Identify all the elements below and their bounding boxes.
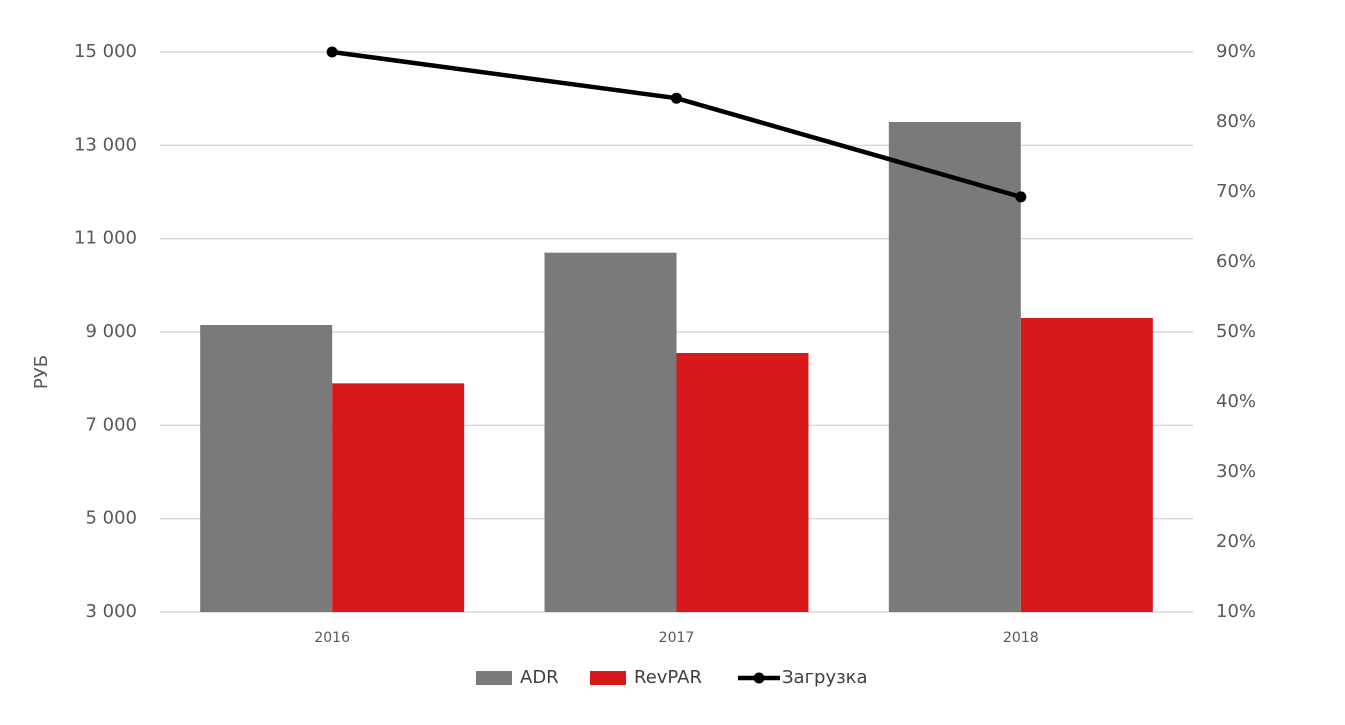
bar bbox=[200, 325, 333, 612]
y-axis-label: РУБ bbox=[31, 355, 52, 389]
bar bbox=[332, 383, 465, 612]
y2-tick-label: 50% bbox=[1216, 321, 1256, 342]
bar bbox=[676, 353, 809, 612]
y2-tick-label: 40% bbox=[1216, 391, 1256, 412]
line-point bbox=[326, 46, 338, 58]
y2-tick-label: 30% bbox=[1216, 461, 1256, 482]
y-tick-label: 3 000 bbox=[85, 601, 137, 622]
y2-tick-label: 90% bbox=[1216, 41, 1256, 62]
x-tick-label: 2018 bbox=[1003, 630, 1039, 646]
y2-tick-label: 60% bbox=[1216, 251, 1256, 272]
y2-tick-label: 70% bbox=[1216, 181, 1256, 202]
legend-label: ADR bbox=[520, 667, 559, 688]
line-point bbox=[1015, 191, 1027, 203]
x-tick-label: 2016 bbox=[314, 630, 350, 646]
bar bbox=[888, 122, 1021, 612]
bar bbox=[1020, 318, 1153, 612]
y-tick-label: 7 000 bbox=[85, 414, 137, 435]
x-tick-label: 2017 bbox=[659, 630, 695, 646]
legend-swatch bbox=[590, 671, 626, 685]
y-tick-label: 15 000 bbox=[74, 41, 137, 62]
y2-tick-label: 20% bbox=[1216, 531, 1256, 552]
legend-swatch bbox=[476, 671, 512, 685]
y-tick-label: 13 000 bbox=[74, 134, 137, 155]
legend-label: RevPAR bbox=[634, 667, 702, 688]
y-tick-label: 9 000 bbox=[85, 321, 137, 342]
legend-label: Загрузка bbox=[782, 667, 868, 688]
y-tick-label: 11 000 bbox=[74, 228, 137, 249]
legend-swatch bbox=[753, 672, 765, 684]
y2-tick-label: 10% bbox=[1216, 601, 1256, 622]
line-point bbox=[671, 92, 682, 104]
y2-tick-label: 80% bbox=[1216, 111, 1256, 132]
y-tick-label: 5 000 bbox=[85, 508, 137, 529]
bar bbox=[544, 252, 677, 612]
